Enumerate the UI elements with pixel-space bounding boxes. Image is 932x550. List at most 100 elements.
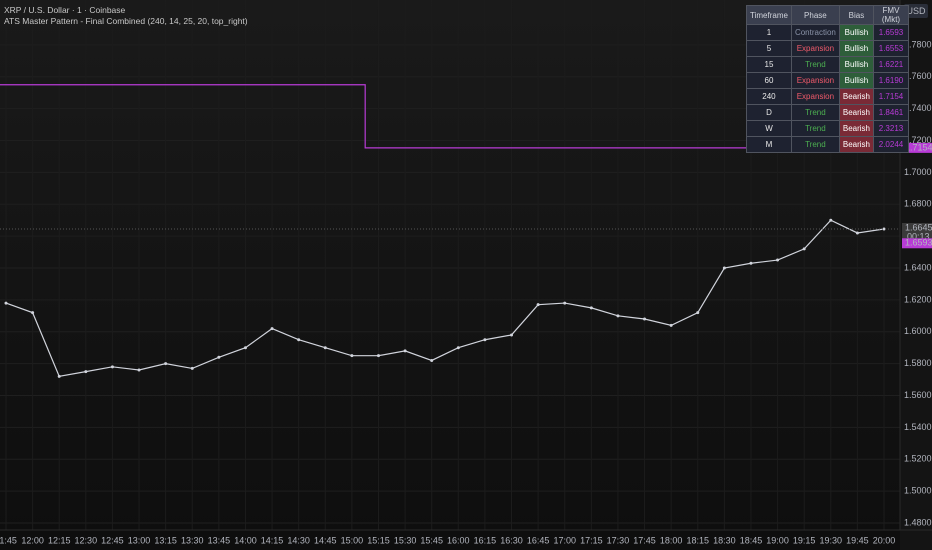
timeframe: 1: [746, 24, 792, 41]
price-line: [5, 219, 885, 378]
phase: Trend: [790, 104, 840, 121]
price-point: [190, 366, 194, 370]
price-point: [855, 231, 859, 235]
column-header: Timeframe: [746, 5, 792, 25]
price-point: [84, 370, 88, 374]
fmv-value: 1.6553: [872, 40, 909, 57]
x-tick-label: 19:15: [793, 535, 816, 545]
table-row: 1 Contraction Bullish 1.6593: [746, 24, 909, 41]
fmv-value: 2.0244: [872, 136, 909, 153]
countdown: 00:13: [907, 231, 930, 241]
price-point: [403, 349, 407, 353]
x-tick-label: 18:30: [713, 535, 736, 545]
price-point: [350, 354, 354, 358]
x-tick-label: 13:15: [154, 535, 177, 545]
x-tick-label: 15:30: [394, 535, 417, 545]
x-tick-label: 12:15: [48, 535, 71, 545]
price-point: [57, 374, 61, 378]
fmv-value: 1.6221: [872, 56, 909, 73]
fmv-value: 1.8461: [872, 104, 909, 121]
x-tick-label: 16:45: [527, 535, 550, 545]
x-tick-label: 12:45: [101, 535, 124, 545]
table-row: 15 Trend Bullish 1.6221: [746, 56, 909, 73]
timeframe: D: [746, 104, 792, 121]
x-tick-label: 13:45: [208, 535, 231, 545]
price-point: [164, 362, 168, 366]
timeframe: 240: [746, 88, 792, 105]
x-tick-label: 14:30: [287, 535, 310, 545]
x-tick-label: 12:00: [21, 535, 44, 545]
symbol-title: XRP / U.S. Dollar · 1 · Coinbase: [4, 5, 126, 15]
bias: Bearish: [838, 136, 874, 153]
y-tick-label: 1.5600: [904, 390, 932, 400]
y-tick-label: 1.5200: [904, 454, 932, 464]
price-point: [31, 311, 35, 315]
fmv-value: 1.6190: [872, 72, 909, 89]
price-point: [4, 301, 8, 305]
last-price: 1.6645: [905, 222, 932, 232]
price-point: [270, 327, 274, 331]
y-tick-label: 1.7400: [904, 103, 932, 113]
y-tick-label: 1.4800: [904, 517, 932, 527]
bias: Bearish: [838, 104, 874, 121]
price-label-box: [902, 238, 932, 249]
y-tick-label: 1.7000: [904, 167, 932, 177]
bias: Bearish: [838, 88, 874, 105]
x-tick-label: 15:45: [420, 535, 443, 545]
currency[interactable]: USD: [906, 6, 926, 16]
fmv-value: 2.3213: [872, 120, 909, 137]
fmv-value: 1.7154: [872, 88, 909, 105]
column-header: Phase: [790, 5, 840, 25]
x-tick-label: 15:15: [367, 535, 390, 545]
x-tick-label: 19:00: [766, 535, 789, 545]
x-tick-label: 15:00: [341, 535, 364, 545]
x-tick-label: 17:30: [607, 535, 630, 545]
price-point: [643, 317, 647, 321]
price-point: [243, 346, 247, 350]
price-point: [536, 303, 540, 307]
price-label-box: [902, 142, 932, 153]
price-point: [802, 247, 806, 251]
x-tick-label: 13:30: [181, 535, 204, 545]
x-tick-label: 17:15: [580, 535, 603, 545]
price-point: [110, 365, 114, 369]
y-tick-label: 1.6800: [904, 199, 932, 209]
fmv-value: 1.6593: [872, 24, 909, 41]
x-tick-label: 17:00: [553, 535, 576, 545]
table-row: 60 Expansion Bullish 1.6190: [746, 72, 909, 89]
bias: Bullish: [838, 40, 874, 57]
price-point: [829, 218, 833, 222]
price-label: 1.7154: [905, 142, 932, 152]
timeframe: W: [746, 120, 792, 137]
price-point: [749, 261, 753, 265]
price-label: 1.6593: [905, 238, 932, 248]
price-point: [882, 227, 886, 231]
price-point: [510, 333, 514, 337]
x-tick-label: 14:45: [314, 535, 337, 545]
price-point: [722, 266, 726, 270]
timeframe: 60: [746, 72, 792, 89]
table-row: W Trend Bearish 2.3213: [746, 120, 909, 137]
x-tick-label: 13:00: [128, 535, 151, 545]
y-tick-label: 1.5400: [904, 422, 932, 432]
price-point: [430, 358, 434, 362]
price-point: [563, 301, 567, 305]
currency-button[interactable]: [904, 4, 928, 18]
x-tick-label: 20:00: [873, 535, 896, 545]
x-tick-label: 18:15: [686, 535, 709, 545]
phase: Trend: [790, 120, 840, 137]
column-header: Bias: [838, 5, 874, 25]
last-price-box: [902, 222, 932, 243]
bias: Bullish: [838, 56, 874, 73]
price-point: [323, 346, 327, 350]
bias: Bullish: [838, 72, 874, 89]
price-point: [616, 314, 620, 318]
price-point: [696, 311, 700, 315]
bias: Bearish: [838, 120, 874, 137]
y-tick-label: 1.5800: [904, 358, 932, 368]
table-row: 240 Expansion Bearish 1.7154: [746, 88, 909, 105]
x-tick-label: 11:45: [0, 535, 17, 545]
x-tick-label: 14:00: [234, 535, 257, 545]
x-tick-label: 14:15: [261, 535, 284, 545]
timeframe: 5: [746, 40, 792, 57]
